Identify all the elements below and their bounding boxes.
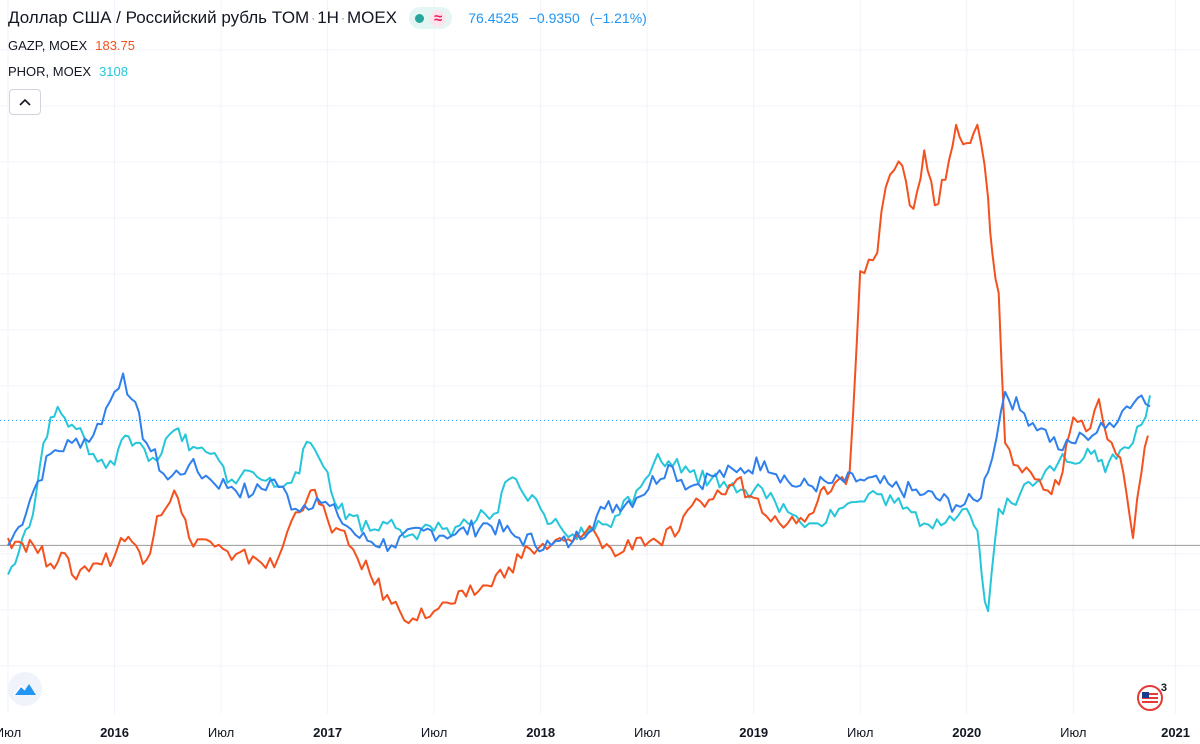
x-tick-label: Июл [847, 725, 873, 740]
x-tick-label: Июл [1060, 725, 1086, 740]
x-tick-label: Июл [208, 725, 234, 740]
separator-dot: · [340, 11, 345, 25]
tradingview-logo-icon [13, 684, 36, 696]
interval-label[interactable]: 1Н [317, 8, 339, 27]
market-open-icon [415, 13, 424, 23]
series-layer [7, 123, 1151, 625]
chart-grid [0, 0, 1200, 714]
us-flag-button[interactable]: 3 [1137, 682, 1167, 711]
symbol-title[interactable]: Доллар США / Российский рубль TOM [8, 8, 310, 27]
x-tick-label: 2017 [313, 725, 342, 740]
chevron-up-icon [19, 98, 31, 106]
flag-badge-count: 3 [1160, 682, 1167, 694]
compare-value: 3108 [99, 64, 128, 79]
x-tick-label: 2018 [526, 725, 555, 740]
x-tick-label: Июл [0, 725, 21, 740]
series-line-usd [7, 372, 1151, 553]
compare-symbol[interactable]: PHOR, MOEX [8, 64, 92, 79]
separator-dot: · [311, 11, 316, 25]
compare-legend-phor[interactable]: PHOR, MOEX 3108 [8, 64, 128, 79]
last-price: 76.4525 [468, 10, 519, 26]
compare-legend-gazp[interactable]: GAZP, MOEX 183.75 [8, 38, 135, 53]
x-tick-label: Июл [421, 725, 447, 740]
price-change-percent: (−1.21%) [589, 10, 647, 26]
us-flag-icon [1137, 685, 1163, 711]
x-axis: Июл 2016 Июл 2017 Июл 2018 Июл 2019 Июл 2020 Июл 20… [0, 725, 1190, 740]
main-series-legend[interactable]: Доллар США / Российский рубль TOM · 1Н ·… [8, 7, 647, 29]
x-tick-label: 2021 [1161, 725, 1190, 740]
x-tick-label: 2020 [952, 725, 981, 740]
market-status-pill[interactable]: ≈ [409, 7, 453, 29]
x-tick-label: Июл [634, 725, 660, 740]
approx-icon: ≈ [430, 9, 447, 27]
compare-value: 183.75 [95, 38, 135, 53]
price-change: −0.9350 [528, 10, 580, 26]
series-line-phor [7, 395, 1151, 613]
exchange-label: MOEX [346, 8, 397, 27]
x-tick-label: 2019 [739, 725, 768, 740]
price-quote: 76.4525 −0.9350 (−1.21%) [468, 10, 647, 26]
tradingview-logo[interactable] [8, 672, 42, 706]
x-tick-label: 2016 [100, 725, 129, 740]
collapse-legend-button[interactable] [9, 89, 41, 115]
compare-symbol[interactable]: GAZP, MOEX [8, 38, 88, 53]
series-line-gazp [7, 123, 1149, 625]
